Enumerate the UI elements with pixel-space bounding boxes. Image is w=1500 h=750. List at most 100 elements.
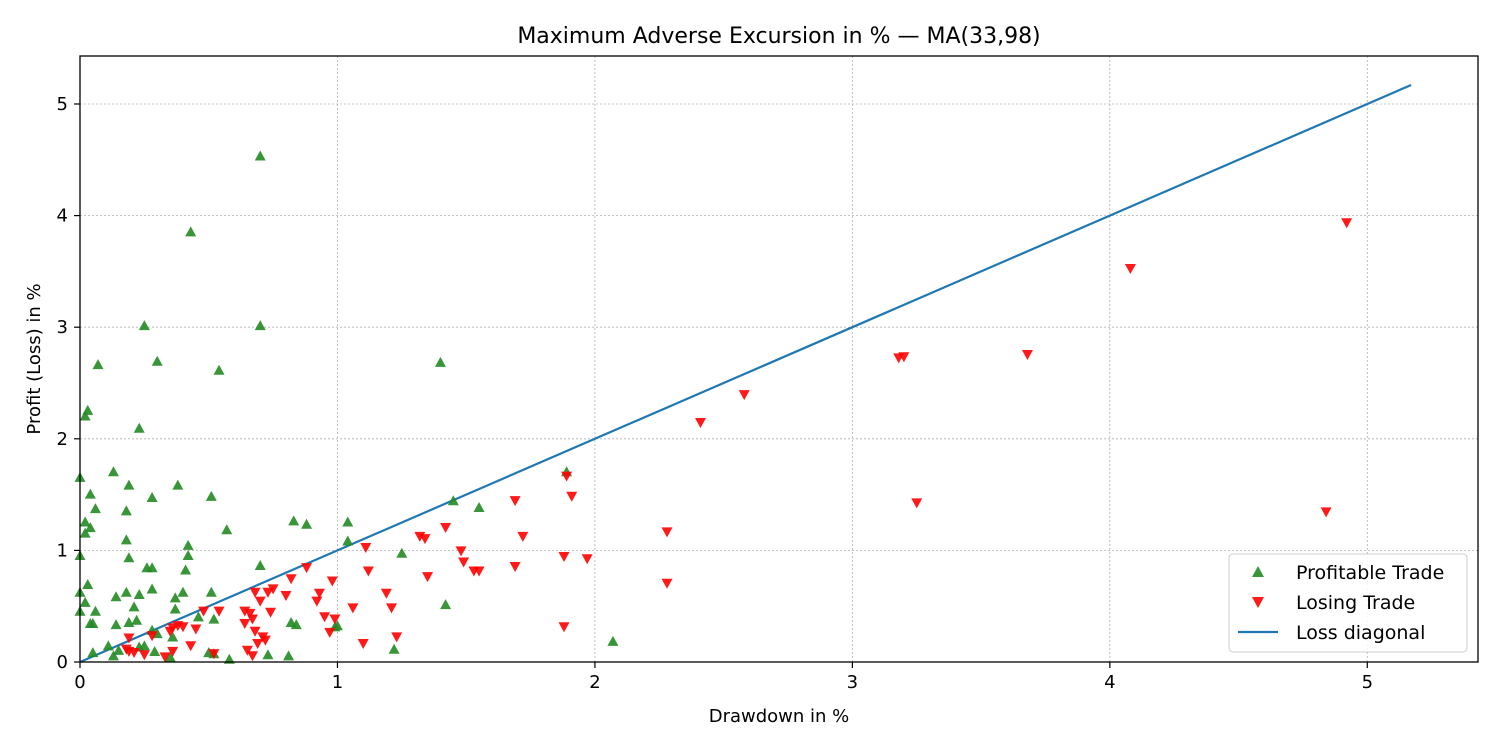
losing-trade-point (128, 647, 140, 658)
losing-trade-point (123, 633, 135, 644)
losing-trade-point (509, 496, 521, 507)
profitable-trade-point (110, 619, 122, 630)
losing-trade-point (249, 626, 261, 637)
losing-trade-point (213, 606, 225, 617)
losing-trade-point (422, 572, 434, 583)
losing-trade-point (362, 566, 374, 577)
losing-trade-point (558, 622, 570, 633)
profitable-trade-point (120, 586, 132, 597)
legend-losing-label: Losing Trade (1296, 592, 1415, 614)
legend-box (1228, 553, 1468, 653)
losing-trade-point (357, 639, 369, 650)
losing-trade-point (566, 491, 578, 502)
profitable-trade-point (254, 150, 266, 161)
losing-trade-point (468, 566, 480, 577)
profitable-trade-point (172, 479, 184, 490)
losing-trade-point (254, 596, 266, 607)
losing-trade-point (1021, 349, 1033, 360)
y-tick-label: 5 (57, 94, 68, 115)
profitable-trade-point (177, 586, 189, 597)
profitable-trade-point (169, 603, 181, 614)
profitable-trade-point (192, 611, 204, 622)
profitable-trade-point (254, 560, 266, 571)
profitable-trade-point (133, 422, 145, 433)
losing-trade-point (694, 418, 706, 429)
profitable-trade-point (79, 527, 91, 538)
y-tick-label: 4 (57, 206, 68, 227)
losing-trade-point (208, 649, 220, 660)
profitable-trade-point (113, 644, 125, 655)
profitable-trade-point (102, 640, 114, 651)
legend-profitable-label: Profitable Trade (1296, 562, 1444, 584)
losing-trade-point (285, 574, 297, 585)
plot-frame (79, 55, 1479, 663)
losing-trade-point (329, 614, 341, 625)
losing-trade-point (440, 522, 452, 533)
x-tick-label: 4 (1104, 672, 1115, 693)
profitable-trade-point (82, 404, 94, 415)
losing-trade-point (252, 639, 264, 650)
losing-trade-point (198, 606, 210, 617)
losing-trade-point (246, 614, 258, 625)
losing-trade-point (324, 627, 336, 638)
losing-trade-point (558, 551, 570, 562)
losing-trade-point (259, 635, 271, 646)
profitable-trade-point (447, 495, 459, 506)
losing-trade-point (319, 612, 331, 623)
legend-profitable-marker (1252, 566, 1264, 577)
losing-trade-point (581, 554, 593, 565)
profitable-trade-point (149, 645, 161, 656)
losing-trade-point (164, 626, 176, 637)
profitable-trade-point (107, 466, 119, 477)
profitable-trade-point (223, 653, 235, 664)
profitable-trade-point (110, 591, 122, 602)
profitable-trade-point (169, 592, 181, 603)
diagonal-line-layer (79, 84, 1412, 664)
profitable-trade-point (221, 524, 233, 535)
profitable-trade-point (120, 534, 132, 545)
profitable-trade-point (342, 516, 354, 527)
x-axis-label: Drawdown in % (709, 706, 850, 727)
profitable-trade-point (82, 578, 94, 589)
profitable-trade-point (434, 356, 446, 367)
losing-trade-point (239, 618, 251, 629)
profitable-trade-point (84, 618, 96, 629)
losing-trade-point (280, 591, 292, 602)
profitable-trade-point (146, 491, 158, 502)
profitable-trade-point (180, 564, 192, 575)
losing-trade-point (661, 527, 673, 538)
losing-trade-point (509, 562, 521, 573)
profitable-trade-point (182, 549, 194, 560)
profitable-trade-point (607, 635, 619, 646)
profitable-trade-point (84, 488, 96, 499)
losing-trade-point (360, 543, 372, 554)
profitable-trade-point (440, 599, 452, 610)
axis-ticks: 0 1 2 3 4 5 0 1 2 3 4 5 (57, 94, 1373, 693)
losing-trade-point (265, 607, 277, 618)
y-tick-label: 3 (57, 317, 68, 338)
losing-trade-point (455, 546, 467, 557)
losing-trade-point (661, 578, 673, 589)
profitable-trade-point (79, 596, 91, 607)
profitable-trade-point (331, 620, 343, 631)
y-tick-label: 1 (57, 540, 68, 561)
profitable-trade-point (120, 505, 132, 516)
losing-trade-point (386, 603, 398, 614)
losing-trade-point (159, 652, 171, 663)
profitable-trade-point (123, 552, 135, 563)
profitable-trade-point (185, 226, 197, 237)
profitable-trade-point (288, 515, 300, 526)
profitable-trade-point (182, 539, 194, 550)
losing-trade-point (898, 352, 910, 363)
profitable-trade-point (205, 490, 217, 501)
profitable-trade-point (473, 501, 485, 512)
profitable-trade-point (388, 643, 400, 654)
losing-trade-point (177, 622, 189, 633)
losing-trade-point (249, 587, 261, 598)
scatter-points-layer (74, 150, 1353, 664)
profitable-trade-point (262, 649, 274, 660)
losing-trade-point (1320, 507, 1332, 518)
grid-lines (80, 56, 1478, 662)
losing-trade-point (380, 588, 392, 599)
